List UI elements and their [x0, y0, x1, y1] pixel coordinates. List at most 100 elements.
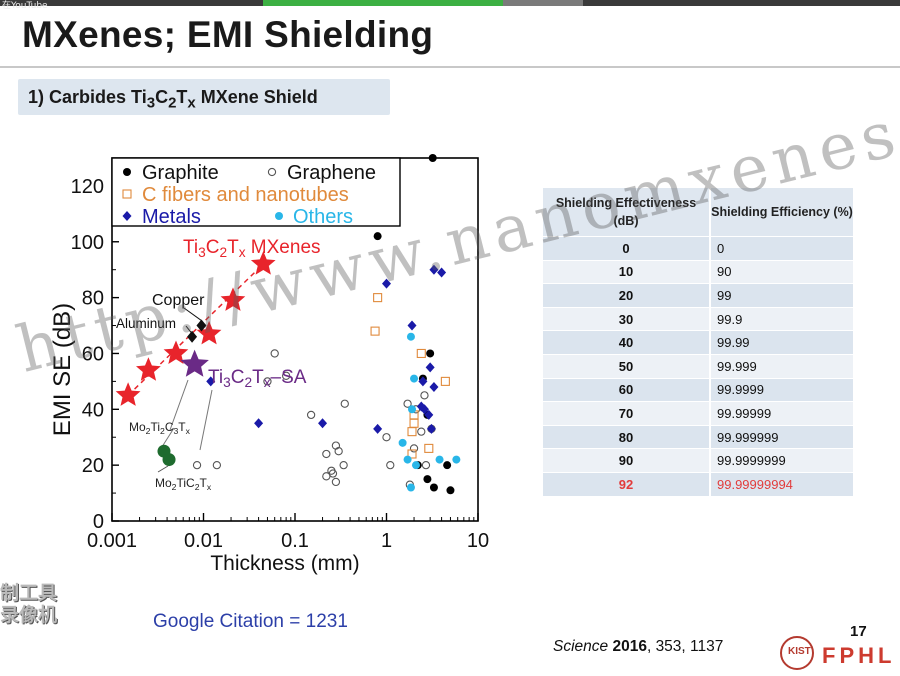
- cell-efficiency: 99.9999999: [709, 448, 853, 472]
- legend-label: Graphene: [287, 162, 376, 184]
- legend-marker-2: [122, 189, 132, 199]
- copper-label: Copper: [152, 292, 205, 309]
- legend-box: [111, 157, 401, 227]
- data-point-graphene: [327, 466, 336, 475]
- legend-marker-3: [122, 211, 132, 221]
- data-point-metals: [426, 423, 436, 434]
- section-banner: 1) Carbides Ti3C2Tx MXene Shield: [18, 79, 390, 115]
- data-point-c-fibers-and-nanotubes: [407, 427, 417, 437]
- cell-effectiveness: 20: [543, 283, 709, 307]
- x-tick-label: 10: [467, 530, 489, 552]
- x-axis-label: Thickness (mm): [210, 552, 359, 575]
- table-row: 90 99.9999999: [543, 448, 853, 472]
- overlay-line-1: 制工具: [0, 583, 58, 604]
- data-point-graphene: [339, 461, 348, 470]
- page-number: 17: [850, 623, 867, 640]
- legend-marker-1: [267, 167, 277, 177]
- table-row: 70 99.99999: [543, 401, 853, 425]
- table-row: 10 90: [543, 259, 853, 284]
- data-point-graphene: [331, 441, 341, 450]
- data-point-others: [411, 461, 420, 470]
- reference-year: 2016: [612, 638, 647, 655]
- table-row: 80 99.999999: [543, 424, 853, 449]
- table-header-effectiveness: Shielding Effectiveness (dB): [543, 188, 709, 236]
- aluminum-label: Aluminum: [116, 316, 176, 331]
- x-tick-label: 0.01: [184, 530, 223, 552]
- cell-efficiency: 99.999999: [709, 424, 853, 449]
- data-point-graphene: [417, 427, 426, 436]
- data-point-metals: [254, 418, 264, 429]
- mxene-data-point: [136, 357, 161, 381]
- data-point-metals: [437, 267, 447, 278]
- data-point-graphene: [409, 444, 419, 453]
- cell-efficiency: 99.99999994: [709, 471, 853, 496]
- data-point-graphene: [212, 461, 222, 470]
- data-point-graphene: [281, 371, 291, 380]
- mxene-data-point: [220, 287, 246, 311]
- table-row: 92 99.99999994: [543, 471, 853, 496]
- data-point-c-fibers-and-nanotubes: [440, 376, 450, 386]
- data-point-others: [403, 455, 412, 464]
- data-point-others: [406, 332, 415, 341]
- y-tick-label: 80: [82, 288, 104, 310]
- overlay-line-2: 录像机: [0, 605, 58, 626]
- data-point-others: [452, 455, 461, 464]
- y-tick-label: 0: [93, 511, 104, 533]
- table-header-efficiency: Shielding Efficiency (%): [709, 188, 853, 236]
- legend-marker-4: [275, 212, 283, 220]
- copper-data-point: [196, 319, 207, 332]
- reference: Science 2016, 353, 1137: [553, 638, 723, 656]
- data-point-c-fibers-and-nanotubes: [409, 418, 419, 428]
- aluminum-pointer: [185, 325, 193, 335]
- data-point-graphene: [420, 391, 429, 400]
- data-point-graphene: [322, 472, 331, 481]
- data-point-c-fibers-and-nanotubes: [424, 443, 434, 453]
- data-point-graphene: [331, 477, 341, 487]
- browser-top-bar: 在YouTube: [0, 0, 900, 11]
- title-divider: [0, 66, 900, 68]
- data-point-metals: [206, 376, 216, 387]
- x-tick-label: 0.1: [281, 530, 309, 552]
- data-point-graphite: [429, 483, 438, 492]
- kist-logo-text: KIST: [788, 646, 811, 657]
- data-point-graphene: [263, 377, 272, 386]
- cell-effectiveness: 10: [543, 259, 709, 284]
- slide-title: MXenes; EMI Shielding: [22, 14, 434, 55]
- y-tick-label: 100: [71, 232, 104, 254]
- data-point-graphene: [270, 349, 279, 358]
- data-point-graphene: [322, 449, 331, 459]
- annotation-line: [169, 379, 189, 431]
- cell-efficiency: 90: [709, 259, 853, 284]
- data-point-graphite: [423, 475, 432, 484]
- y-tick-label: 40: [82, 399, 104, 421]
- emi-se-scatter-chart: 0.001 0.01 0.1 1 10020406080100120Thickness …: [49, 154, 489, 575]
- shielding-table: Shielding Effectiveness (dB) Shielding E…: [543, 188, 853, 496]
- data-point-metals: [418, 376, 428, 387]
- section-heading: 1) Carbides Ti3C2Tx MXene Shield: [28, 87, 318, 112]
- data-point-graphite: [428, 154, 437, 162]
- x-tick-label: 0.001: [87, 530, 137, 552]
- data-point-graphene: [421, 461, 431, 470]
- legend-label: C fibers and nanotubes: [142, 184, 349, 206]
- legend-label: Metals: [142, 206, 201, 228]
- cell-effectiveness: 40: [543, 330, 709, 354]
- kist-logo-icon: [780, 636, 814, 670]
- data-point-others: [410, 374, 419, 383]
- data-point-metals: [407, 320, 417, 331]
- cell-efficiency: 99: [709, 283, 853, 307]
- progress-bar-segment: [263, 0, 503, 6]
- cell-efficiency: 99.99999: [709, 401, 853, 425]
- y-tick-label: 20: [82, 455, 104, 477]
- annotation-line: [199, 389, 213, 451]
- data-point-graphite: [373, 232, 382, 241]
- data-point-others: [398, 438, 407, 447]
- sa-label: Ti3C2Tx–SA: [208, 367, 307, 390]
- table-row: 50 99.999: [543, 353, 853, 378]
- fphl-brand: FPHL: [822, 643, 896, 668]
- cell-effectiveness: 60: [543, 377, 709, 402]
- data-point-graphene: [403, 399, 412, 408]
- cell-effectiveness: 90: [543, 448, 709, 472]
- data-point-graphene: [340, 399, 349, 408]
- data-point-graphene: [382, 433, 391, 442]
